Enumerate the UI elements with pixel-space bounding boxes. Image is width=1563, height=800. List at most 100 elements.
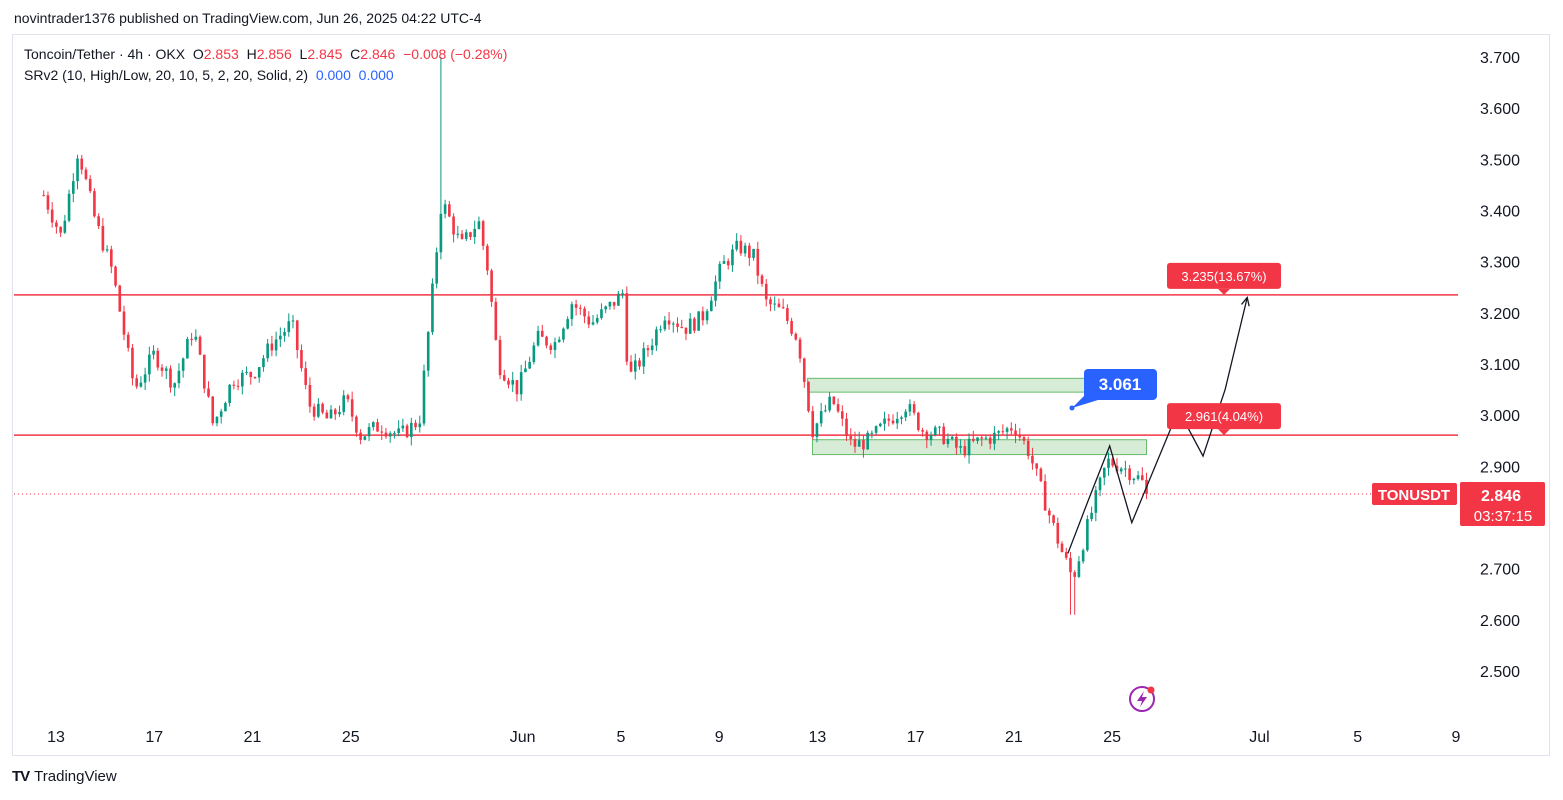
time-tick-label: Jul (1249, 729, 1269, 746)
candle-body (118, 285, 122, 312)
candle-body (469, 232, 472, 238)
candle-body (135, 378, 138, 387)
candle-body (845, 418, 848, 437)
candle-body (1056, 522, 1060, 544)
candle-body (883, 418, 886, 424)
candle-body (198, 336, 202, 355)
candle-body (274, 339, 278, 351)
candle-body (245, 372, 248, 374)
candle-body (1018, 435, 1022, 438)
time-tick-label: 17 (145, 729, 163, 746)
candle-body (359, 432, 362, 440)
candle-body (215, 416, 219, 424)
candle-body (181, 358, 185, 371)
candle-body (1119, 468, 1123, 472)
candle-body (355, 416, 358, 433)
candle-body (545, 336, 548, 346)
price-tick-label: 3.200 (1480, 306, 1520, 323)
candle-body (853, 439, 857, 447)
target-label-box (1167, 262, 1281, 289)
candle-body (579, 307, 582, 309)
candle-body (439, 213, 443, 253)
candle-body (824, 410, 827, 412)
candle-body (874, 426, 878, 433)
candle-body (460, 233, 464, 239)
lightning-icon[interactable] (1129, 686, 1155, 712)
candlesticks (42, 57, 1148, 615)
candle-body (891, 420, 895, 424)
zone-rect (811, 439, 1148, 456)
candle-body (481, 221, 485, 246)
published-line: novintrader1376 published on TradingView… (14, 10, 482, 26)
candle-body (190, 339, 193, 341)
target-label-text: 3.235(13.67%) (1181, 269, 1266, 284)
candle-body (629, 361, 633, 372)
candle-body (494, 301, 498, 340)
candle-body (1111, 458, 1115, 466)
candle-body (583, 308, 586, 317)
time-tick-label: 21 (244, 729, 262, 746)
candle-body (338, 411, 341, 415)
candle-body (431, 283, 434, 333)
candle-body (950, 436, 954, 439)
candle-body (397, 428, 400, 433)
candle-body (1115, 465, 1119, 472)
candle-body (642, 348, 646, 367)
price-callout: 3.061 (1069, 368, 1157, 411)
candle-body (849, 436, 853, 440)
candle-body (633, 360, 637, 372)
candle-body (236, 385, 240, 387)
candle-body (1010, 428, 1013, 431)
candle-body (156, 350, 160, 368)
candle-body (718, 263, 722, 282)
candle-body (131, 347, 134, 379)
candle-body (904, 411, 907, 418)
candle-body (557, 339, 561, 343)
candle-body (1022, 437, 1026, 441)
candle-body (321, 403, 324, 413)
candle-body (688, 318, 692, 334)
candle-body (80, 158, 84, 170)
candle-body (1128, 468, 1131, 481)
candle-body (1026, 440, 1030, 456)
candle-body (1039, 468, 1043, 482)
candle-body (705, 311, 709, 321)
target-label-pointer (1218, 429, 1230, 436)
candle-body (363, 436, 367, 440)
candle-body (574, 304, 578, 308)
candle-body (55, 222, 58, 227)
candle-body (122, 311, 126, 335)
candle-body (638, 360, 641, 367)
candle-body (1052, 515, 1055, 523)
candle-body (380, 431, 384, 433)
price-tick-label: 3.700 (1480, 50, 1520, 67)
candle-body (139, 382, 143, 387)
candle-body (756, 248, 760, 276)
candle-body (1005, 428, 1009, 432)
candle-body (511, 380, 515, 385)
candle-body (329, 409, 333, 419)
candle-body (371, 422, 375, 428)
candle-body (942, 426, 946, 444)
time-tick-label: 5 (1353, 729, 1362, 746)
chart-frame (12, 34, 1550, 756)
candle-body (59, 226, 62, 233)
time-axis[interactable]: 13 17 21 25 Jun 5 9 13 17 21 25 Jul 5 9 (47, 729, 1460, 746)
price-tick-label: 3.000 (1480, 408, 1520, 425)
tradingview-brand[interactable]: TV TradingView (12, 768, 117, 785)
candle-body (1060, 543, 1064, 553)
candle-body (887, 418, 891, 421)
candle-body (76, 158, 79, 182)
price-axis[interactable]: 3.700 3.600 3.500 3.400 3.300 3.200 3.100 3.000… (1480, 50, 1520, 681)
candle-body (105, 249, 109, 251)
candle-body (836, 404, 840, 412)
candle-body (976, 437, 979, 441)
candle-body (993, 432, 996, 444)
candle-body (722, 261, 726, 264)
candle-body (697, 311, 700, 331)
candle-body (655, 329, 658, 346)
tradingview-logo-icon: TV (12, 768, 30, 785)
candle-body (46, 195, 50, 210)
candle-body (448, 204, 451, 217)
